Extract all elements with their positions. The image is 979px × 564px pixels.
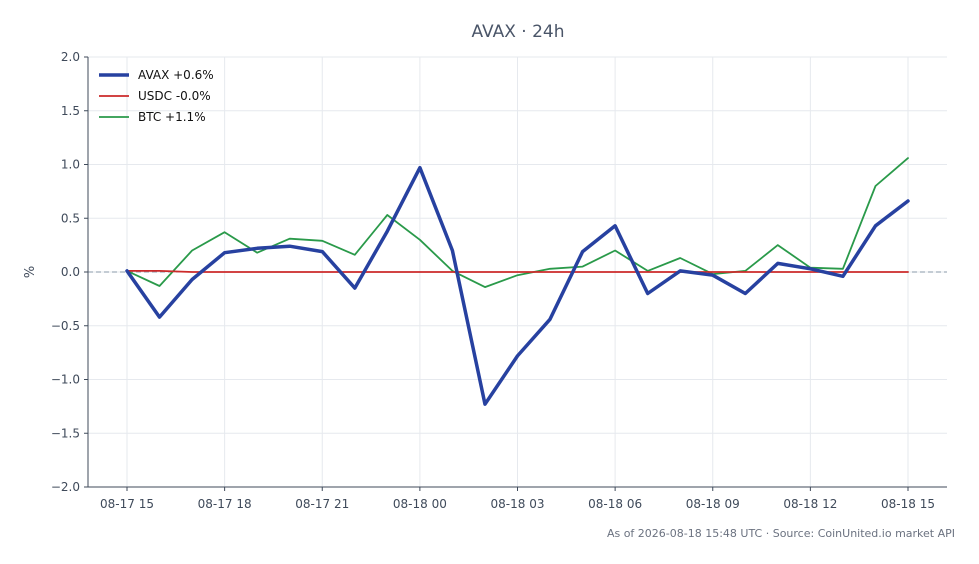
series-line-1: [126, 269, 909, 273]
legend: AVAX +0.6% USDC -0.0% BTC +1.1%: [99, 68, 214, 124]
chart-title: AVAX · 24h: [472, 22, 565, 42]
y-tick-label: 1.0: [61, 158, 80, 172]
y-tick-label: 0.0: [61, 265, 80, 279]
x-tick-label: 08-18 09: [686, 497, 740, 511]
legend-label: BTC +1.1%: [138, 110, 206, 124]
legend-label: AVAX +0.6%: [138, 68, 214, 82]
series-line-2: [126, 157, 909, 289]
x-tick-label: 08-18 15: [881, 497, 935, 511]
y-tick-label: −1.0: [51, 373, 80, 387]
source-footnote: As of 2026-08-18 15:48 UTC · Source: Coi…: [607, 527, 955, 540]
x-tick-label: 08-18 00: [393, 497, 447, 511]
y-tick-label: 0.5: [61, 211, 80, 225]
x-tick-label: 08-18 06: [588, 497, 642, 511]
x-tick-label: 08-17 18: [198, 497, 252, 511]
y-axis-title: %: [23, 266, 38, 278]
y-axis-ticks: 2.0 1.5 1.0 0.5 0.0 −0.5 −1.0 −1.5 −2.0: [51, 50, 88, 494]
x-tick-label: 08-17 15: [100, 497, 154, 511]
y-tick-label: −0.5: [51, 319, 80, 333]
y-tick-label: 2.0: [61, 50, 80, 64]
x-tick-label: 08-17 21: [295, 497, 349, 511]
x-tick-label: 08-18 12: [783, 497, 837, 511]
x-tick-label: 08-18 03: [491, 497, 545, 511]
y-tick-label: −2.0: [51, 480, 80, 494]
x-axis-ticks: 08-17 15 08-17 18 08-17 21 08-18 00 08-18 03…: [100, 487, 935, 511]
series-lines: [125, 157, 910, 406]
legend-label: USDC -0.0%: [138, 89, 211, 103]
y-tick-label: −1.5: [51, 426, 80, 440]
y-tick-label: 1.5: [61, 104, 80, 118]
series-line-0: [125, 165, 910, 406]
